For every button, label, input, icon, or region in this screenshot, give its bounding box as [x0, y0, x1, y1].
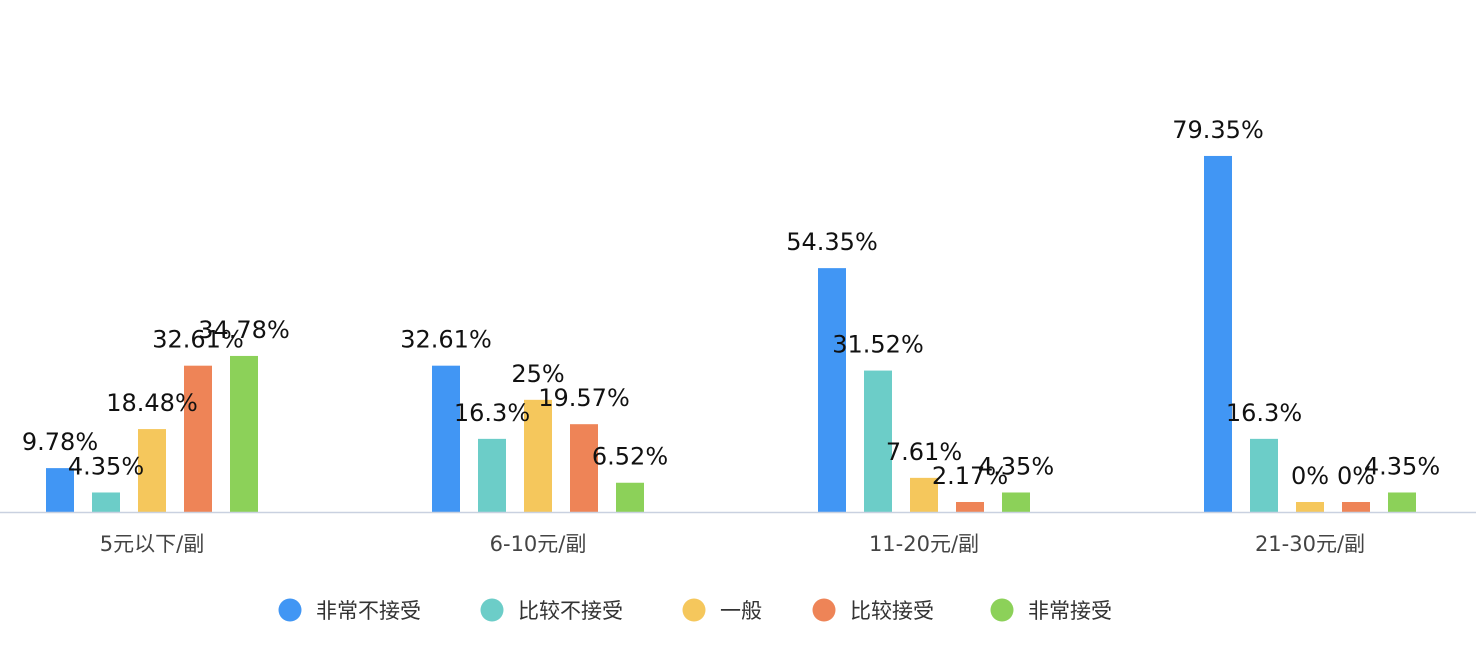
bar [478, 438, 506, 512]
legend-marker-icon [812, 598, 836, 622]
data-label: 4.35% [68, 452, 144, 480]
bar [46, 468, 74, 512]
data-label: 4.35% [1364, 452, 1440, 480]
data-label: 16.3% [454, 399, 530, 427]
legend: 非常不接受 比较不接受 一般 比较接受 非常接受 [278, 598, 1112, 623]
data-label: 0% [1337, 462, 1375, 490]
bar [1388, 492, 1416, 512]
data-label: 32.61% [152, 326, 244, 354]
data-label: 34.78% [198, 316, 290, 344]
legend-marker-icon [990, 598, 1014, 622]
legend-item-label: 一般 [720, 599, 762, 623]
bar [230, 355, 258, 512]
bar [1296, 502, 1324, 512]
x-tick-label: 6-10元/副 [490, 532, 587, 556]
legend-item-label: 比较接受 [850, 599, 934, 623]
data-label: 25% [511, 360, 564, 388]
x-tick-label: 5元以下/副 [100, 532, 204, 556]
bar [818, 268, 846, 512]
bar [184, 365, 212, 512]
bar [1342, 502, 1370, 512]
data-label: 31.52% [832, 331, 924, 359]
legend-item-label: 非常不接受 [316, 599, 421, 623]
legend-marker-icon [480, 598, 504, 622]
bar [92, 492, 120, 512]
data-label: 2.17% [932, 462, 1008, 490]
bar [138, 429, 166, 512]
data-label: 9.78% [22, 428, 98, 456]
bar [1250, 438, 1278, 512]
legend-marker-icon [278, 598, 302, 622]
bar [432, 365, 460, 512]
legend-marker-icon [682, 598, 706, 622]
bar [570, 424, 598, 512]
x-tick-label: 21-30元/副 [1255, 532, 1365, 556]
data-label: 6.52% [592, 443, 668, 471]
bar [1204, 155, 1232, 512]
data-label: 19.57% [538, 384, 630, 412]
bar [956, 502, 984, 512]
data-label: 18.48% [106, 389, 198, 417]
legend-item-label: 比较不接受 [518, 599, 623, 623]
bar [524, 399, 552, 512]
bar [910, 477, 938, 512]
bar [864, 370, 892, 512]
data-label: 16.3% [1226, 399, 1302, 427]
data-label: 0% [1291, 462, 1329, 490]
bar [1002, 492, 1030, 512]
x-axis-ticks: 5元以下/副 6-10元/副 11-20元/副 21-30元/副 [100, 532, 1365, 556]
bars-layer [46, 155, 1416, 512]
data-label: 4.35% [978, 452, 1054, 480]
data-labels-layer: 9.78%4.35%18.48%32.61%34.78% 32.61%16.3%2… [22, 116, 1440, 490]
data-label: 32.61% [400, 326, 492, 354]
data-label: 7.61% [886, 438, 962, 466]
data-label: 54.35% [786, 228, 878, 256]
x-tick-label: 11-20元/副 [869, 532, 979, 556]
data-label: 79.35% [1172, 116, 1264, 144]
legend-item-label: 非常接受 [1028, 599, 1112, 623]
bar [616, 482, 644, 512]
